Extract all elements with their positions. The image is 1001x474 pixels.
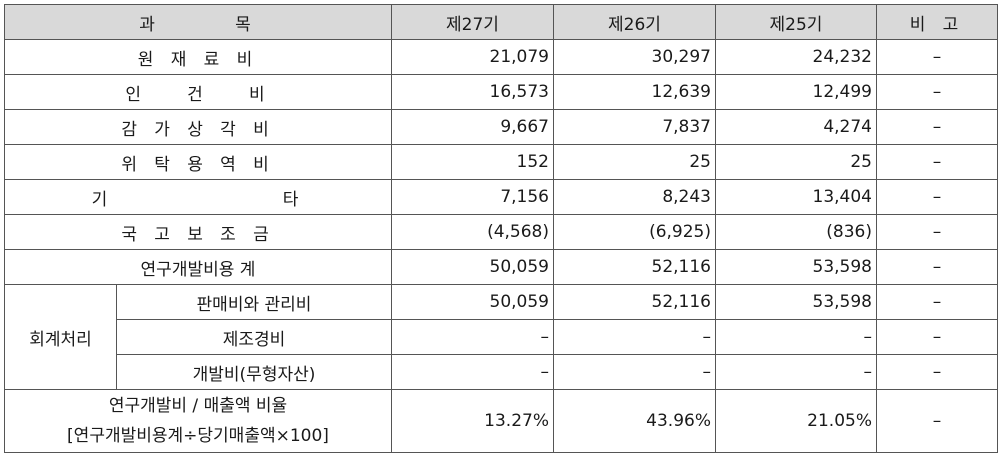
value-26: – <box>553 354 716 390</box>
value-26: 43.96% <box>553 389 716 453</box>
row-label: 판매비와 관리비 <box>116 284 392 320</box>
value-25: 12,499 <box>715 74 877 110</box>
value-26: (6,925) <box>553 214 716 250</box>
value-25: 53,598 <box>715 249 877 285</box>
accounting-group-label: 회계처리 <box>4 284 117 390</box>
row-label: 위 탁 용 역 비 <box>4 144 392 180</box>
header-col25: 제25기 <box>715 4 877 40</box>
value-27: 21,079 <box>391 39 554 75</box>
value-25: – <box>715 319 877 355</box>
table-row: 회계처리 판매비와 관리비 50,059 52,116 53,598 – <box>4 284 998 390</box>
table-row: 제조경비 – – – – <box>5 319 998 355</box>
value-26: 52,116 <box>553 249 716 285</box>
value-27: – <box>391 319 554 355</box>
remark: – <box>876 284 998 320</box>
value-27: 50,059 <box>391 249 554 285</box>
remark: – <box>876 214 998 250</box>
table-row: 인 건 비 16,573 12,639 12,499 – <box>4 74 998 110</box>
value-26: 52,116 <box>553 284 716 320</box>
value-26: 7,837 <box>553 109 716 145</box>
rnd-expense-table: 과 목 제27기 제26기 제25기 비 고 원 재 료 비 21,079 30… <box>4 4 998 453</box>
header-remark: 비 고 <box>876 4 998 40</box>
remark: – <box>876 109 998 145</box>
remark: – <box>876 389 998 453</box>
table-row: 개발비(무형자산) – – – – <box>5 354 998 390</box>
remark: – <box>876 39 998 75</box>
ratio-label-line2: [연구개발비용계÷당기매출액×100] <box>67 426 329 446</box>
value-27: 152 <box>391 144 554 180</box>
row-label: 국 고 보 조 금 <box>4 214 392 250</box>
value-27: 9,667 <box>391 109 554 145</box>
remark: – <box>876 144 998 180</box>
row-label: 연구개발비용 계 <box>4 249 392 285</box>
value-26: – <box>553 319 716 355</box>
table-row-ratio: 연구개발비 / 매출액 비율 [연구개발비용계÷당기매출액×100] 13.27… <box>4 389 998 453</box>
ratio-label-line1: 연구개발비 / 매출액 비율 <box>108 396 288 416</box>
header-row: 과 목 제27기 제26기 제25기 비 고 <box>4 4 998 40</box>
value-25: (836) <box>715 214 877 250</box>
value-27: 7,156 <box>391 179 554 215</box>
table-row-total: 연구개발비용 계 50,059 52,116 53,598 – <box>4 249 998 285</box>
table-row: 기 타 7,156 8,243 13,404 – <box>4 179 998 215</box>
table-row: 원 재 료 비 21,079 30,297 24,232 – <box>4 39 998 75</box>
table-row: 위 탁 용 역 비 152 25 25 – <box>4 144 998 180</box>
remark: – <box>876 249 998 285</box>
header-item: 과 목 <box>4 4 392 40</box>
remark: – <box>876 179 998 215</box>
ratio-label: 연구개발비 / 매출액 비율 [연구개발비용계÷당기매출액×100] <box>4 389 392 453</box>
header-col27: 제27기 <box>391 4 554 40</box>
value-25: 13,404 <box>715 179 877 215</box>
value-25: 4,274 <box>715 109 877 145</box>
row-label: 제조경비 <box>116 319 392 355</box>
value-25: 53,598 <box>715 284 877 320</box>
value-25: 24,232 <box>715 39 877 75</box>
remark: – <box>876 354 998 390</box>
row-label: 인 건 비 <box>4 74 392 110</box>
value-26: 12,639 <box>553 74 716 110</box>
row-label: 원 재 료 비 <box>4 39 392 75</box>
value-27: 16,573 <box>391 74 554 110</box>
table-row: 감 가 상 각 비 9,667 7,837 4,274 – <box>4 109 998 145</box>
row-label: 기 타 <box>4 179 392 215</box>
value-27: 13.27% <box>391 389 554 453</box>
value-27: (4,568) <box>391 214 554 250</box>
remark: – <box>876 74 998 110</box>
value-27: 50,059 <box>391 284 554 320</box>
row-label: 개발비(무형자산) <box>116 354 392 390</box>
value-25: 21.05% <box>715 389 877 453</box>
table-row: 국 고 보 조 금 (4,568) (6,925) (836) – <box>4 214 998 250</box>
header-col26: 제26기 <box>553 4 716 40</box>
value-25: – <box>715 354 877 390</box>
value-26: 25 <box>553 144 716 180</box>
value-27: – <box>391 354 554 390</box>
remark: – <box>876 319 998 355</box>
row-label: 감 가 상 각 비 <box>4 109 392 145</box>
value-26: 30,297 <box>553 39 716 75</box>
value-25: 25 <box>715 144 877 180</box>
value-26: 8,243 <box>553 179 716 215</box>
